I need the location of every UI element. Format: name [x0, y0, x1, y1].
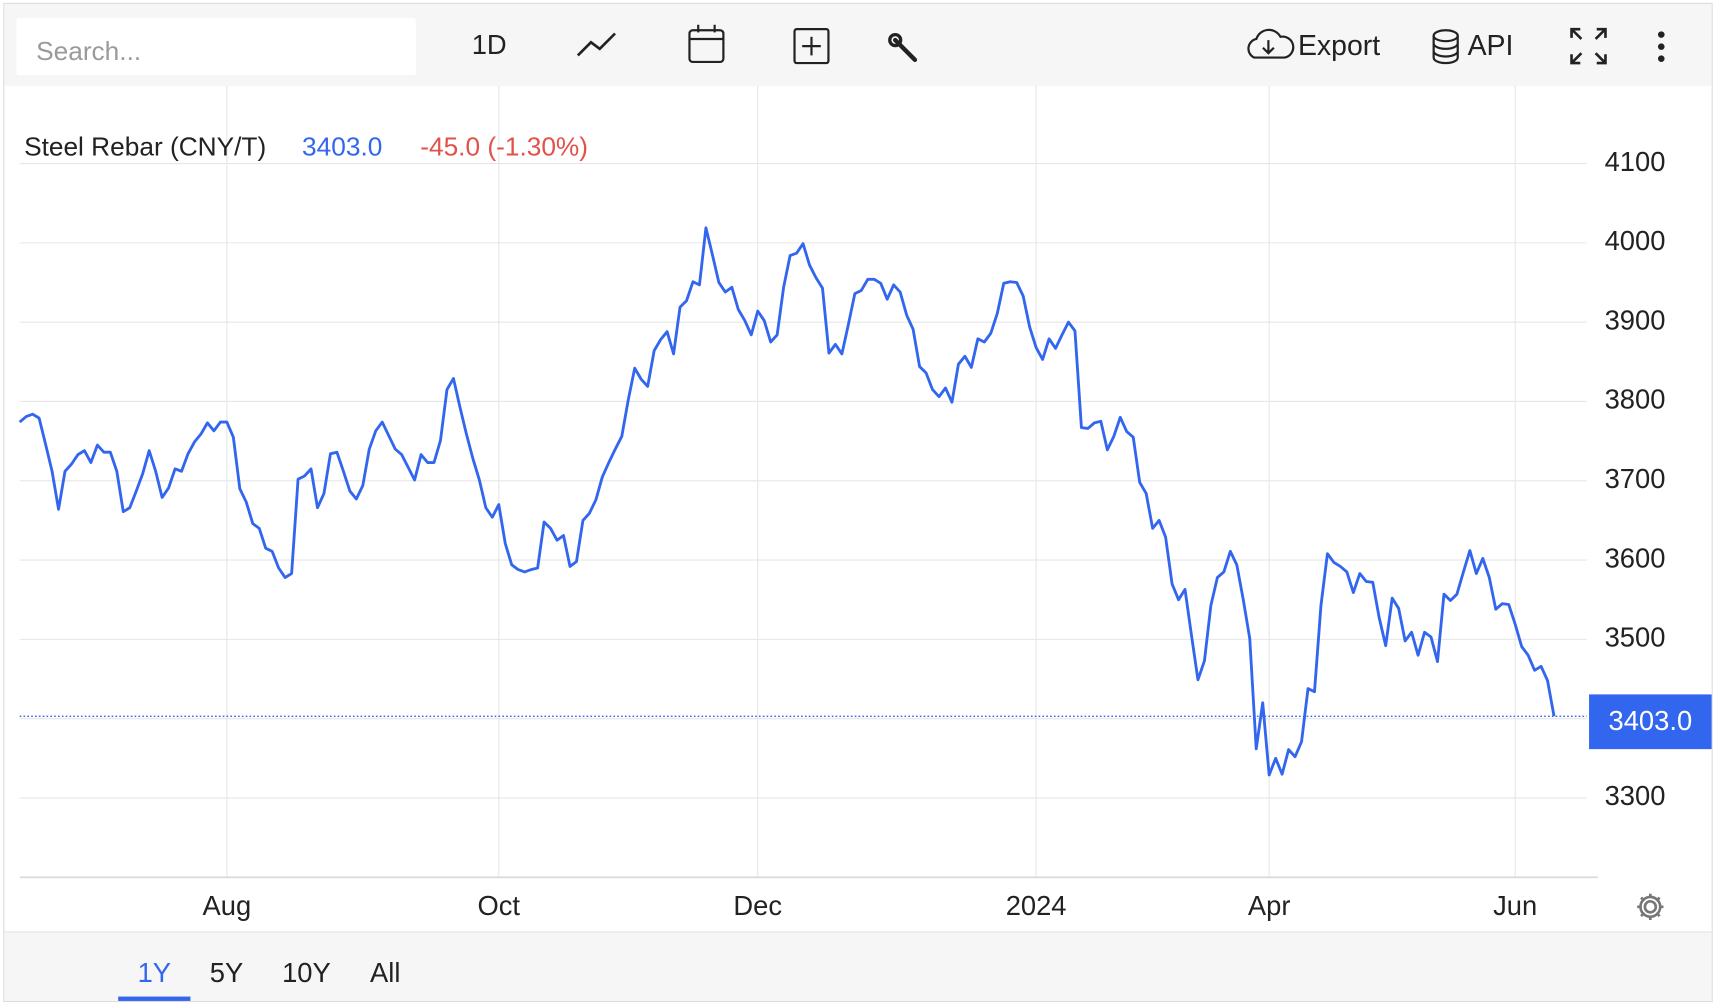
range-buttons: 1Y 5Y 10Y All: [118, 957, 400, 1001]
interval-button[interactable]: 1D: [472, 29, 507, 60]
y-tick-label: 3500: [1605, 622, 1666, 653]
frame: [3, 2, 1713, 1003]
range-button[interactable]: 5Y: [210, 957, 243, 988]
search-placeholder[interactable]: Search...: [36, 36, 141, 66]
x-tick-label: Jun: [1493, 890, 1537, 921]
x-tick-label: Dec: [733, 890, 782, 921]
api-label[interactable]: API: [1468, 30, 1514, 62]
legend-title: Steel Rebar (CNY/T): [24, 131, 266, 161]
price-line: [18, 226, 1556, 777]
x-tick-label: 2024: [1006, 890, 1067, 921]
y-tick-label: 4000: [1605, 225, 1666, 256]
fullscreen-button[interactable]: [1570, 27, 1607, 65]
plot: 330034003500360037003800390040004100AugO…: [18, 86, 1712, 921]
last-price-badge: [1589, 694, 1712, 750]
add-button[interactable]: [793, 28, 830, 65]
range-button[interactable]: 1Y: [138, 957, 171, 988]
x-tick-label: Aug: [203, 890, 252, 921]
legend-change: -45.0 (-1.30%): [420, 131, 588, 161]
api-button[interactable]: API: [1432, 29, 1514, 65]
y-tick-label: 3300: [1605, 780, 1666, 811]
range-active-underline: [118, 996, 191, 1001]
tools-button[interactable]: [888, 32, 918, 62]
chart-type-button[interactable]: [576, 32, 616, 57]
export-label[interactable]: Export: [1298, 30, 1380, 62]
y-tick-label: 4100: [1605, 146, 1666, 177]
y-tick-label: 3700: [1605, 463, 1666, 494]
x-tick-label: Apr: [1248, 890, 1291, 921]
last-price-label: 3403.0: [1609, 705, 1693, 736]
range-button[interactable]: 10Y: [282, 957, 331, 988]
y-tick-label: 3900: [1605, 304, 1666, 335]
y-tick-label: 3800: [1605, 384, 1666, 415]
x-tick-label: Oct: [477, 890, 520, 921]
range-button[interactable]: All: [370, 957, 400, 988]
search-box[interactable]: [16, 18, 416, 76]
range-bar: [4, 932, 1712, 1001]
settings-button[interactable]: [1637, 893, 1664, 920]
calendar-button[interactable]: [688, 24, 725, 64]
menu-button[interactable]: [1657, 31, 1665, 62]
export-button[interactable]: Export: [1247, 28, 1380, 62]
legend-price: 3403.0: [302, 131, 382, 161]
y-tick-label: 3600: [1605, 542, 1666, 573]
